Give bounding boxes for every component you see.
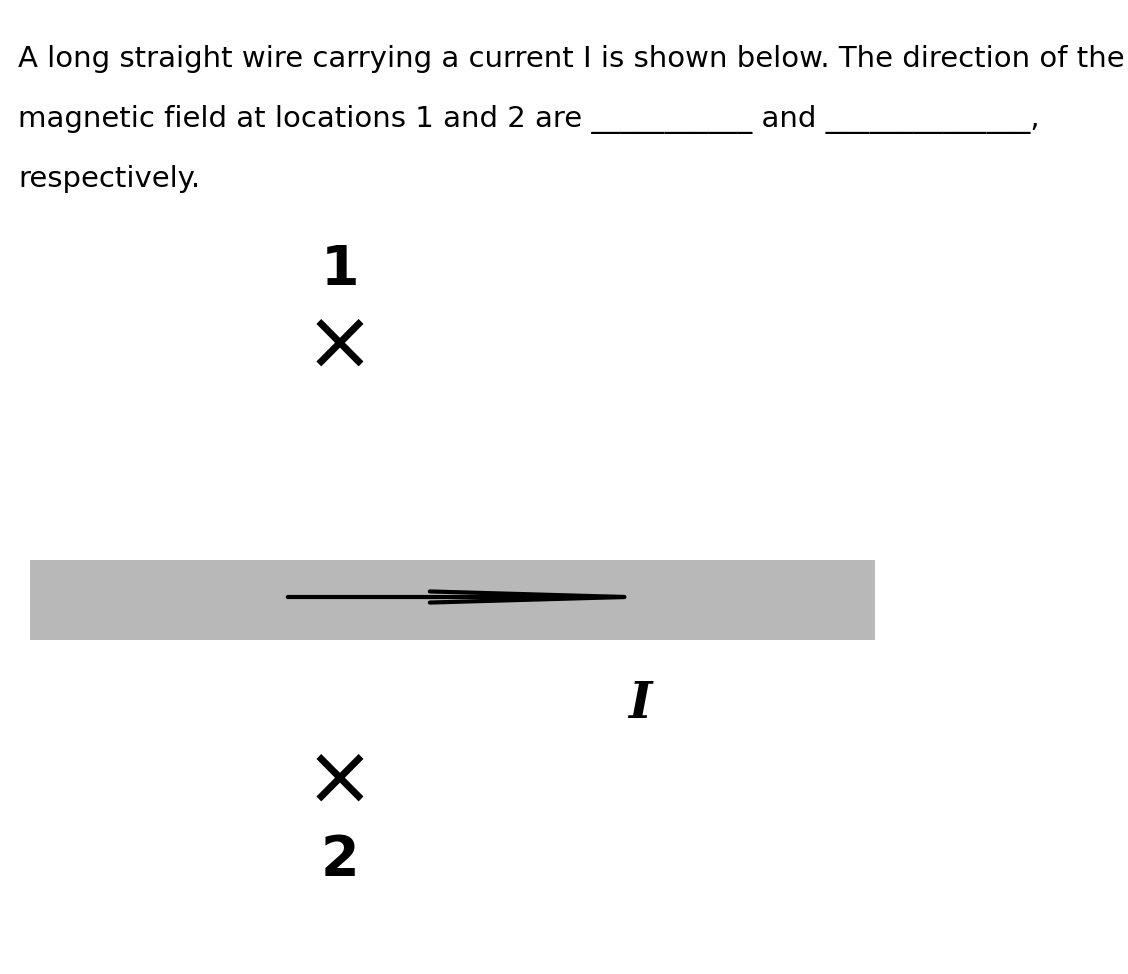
Text: respectively.: respectively. <box>18 165 200 193</box>
Text: A long straight wire carrying a current I is shown below. The direction of the: A long straight wire carrying a current … <box>18 45 1125 73</box>
Text: I: I <box>628 680 652 729</box>
Text: ×: × <box>305 739 374 820</box>
Text: ×: × <box>305 305 374 386</box>
Text: magnetic field at locations 1 and 2 are ___________ and ______________,: magnetic field at locations 1 and 2 are … <box>18 105 1040 134</box>
Text: 1: 1 <box>320 243 360 297</box>
Text: 2: 2 <box>320 833 360 887</box>
Bar <box>30 560 875 640</box>
